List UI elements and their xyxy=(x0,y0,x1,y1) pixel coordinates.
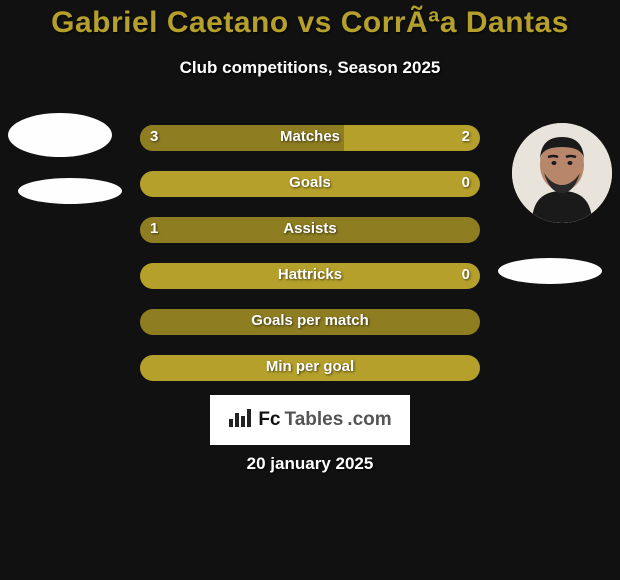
page-subtitle: Club competitions, Season 2025 xyxy=(0,58,620,78)
team-badge-left xyxy=(18,178,122,204)
stat-label: Min per goal xyxy=(140,358,480,375)
chart-icon xyxy=(228,407,252,433)
stat-bar: Hattricks0 xyxy=(140,263,480,289)
watermark-fc: Fc xyxy=(258,409,280,431)
stat-label: Matches xyxy=(140,128,480,145)
stat-bar: Assists1 xyxy=(140,217,480,243)
page-title: Gabriel Caetano vs CorrÃªa Dantas xyxy=(0,0,620,40)
comparison-card: Gabriel Caetano vs CorrÃªa Dantas Club c… xyxy=(0,0,620,495)
watermark: FcTables.com xyxy=(210,395,410,445)
stat-value-left: 1 xyxy=(150,220,158,237)
player-avatar-left xyxy=(8,113,112,157)
stat-label: Goals per match xyxy=(140,312,480,329)
date-label: 20 january 2025 xyxy=(0,454,620,474)
player-avatar-right xyxy=(512,123,612,223)
stat-bar: Matches3 2 xyxy=(140,125,480,151)
player-photo-icon xyxy=(512,123,612,223)
stat-bar: Goals0 xyxy=(140,171,480,197)
stat-label: Goals xyxy=(140,174,480,191)
stat-value-right: 2 xyxy=(462,128,470,145)
stat-label: Hattricks xyxy=(140,266,480,283)
stat-value-right: 0 xyxy=(462,266,470,283)
stat-value-left: 3 xyxy=(150,128,158,145)
watermark-tables: Tables xyxy=(285,409,344,431)
stats-bar-list: Matches32Goals0Assists1Hattricks0Goals p… xyxy=(140,125,480,401)
stat-bar: Goals per match xyxy=(140,309,480,335)
watermark-com: .com xyxy=(347,409,391,431)
team-badge-right xyxy=(498,258,602,284)
stat-label: Assists xyxy=(140,220,480,237)
stat-value-right: 0 xyxy=(462,174,470,191)
stat-bar: Min per goal xyxy=(140,355,480,381)
